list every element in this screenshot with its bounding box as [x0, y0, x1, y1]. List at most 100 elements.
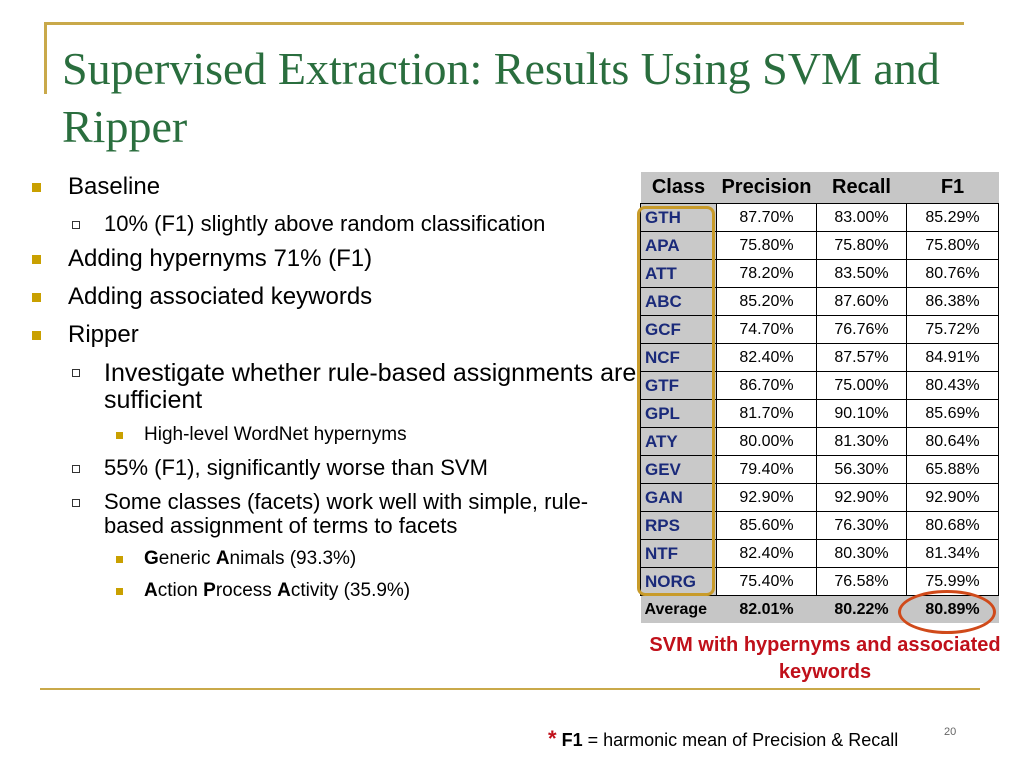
precision-cell: 79.40% — [716, 455, 817, 484]
bullet-level3: Generic Animals (93.3%) — [30, 548, 640, 570]
class-cell: NTF — [640, 539, 717, 568]
precision-cell: 75.40% — [716, 567, 817, 596]
bullet-text: Adding associated keywords — [68, 283, 373, 310]
f1-cell: 85.69% — [906, 399, 999, 428]
f1-cell: 85.29% — [906, 203, 999, 232]
table-row: GTF 86.70% 75.00% 80.43% — [640, 371, 999, 400]
bullet-text: A — [277, 580, 291, 601]
table-row: NTF 82.40% 80.30% 81.34% — [640, 539, 999, 568]
f1-cell: 81.34% — [906, 539, 999, 568]
precision-cell: 85.20% — [716, 287, 817, 316]
bullet-text: Investigate whether rule-based assignmen… — [104, 359, 637, 414]
f1-cell: 92.90% — [906, 483, 999, 512]
square-bullet-icon — [32, 293, 41, 302]
class-cell: APA — [640, 231, 717, 260]
table-row: GTH 87.70% 83.00% 85.29% — [640, 203, 999, 232]
header-precision: Precision — [716, 172, 817, 204]
header-f1: F1 — [906, 172, 999, 204]
average-f1-highlight-circle — [898, 590, 996, 634]
title-frame-vertical-line — [44, 22, 47, 94]
square-bullet-icon — [32, 183, 41, 192]
f1-cell: 86.38% — [906, 287, 999, 316]
table-caption: SVM with hypernyms and associated keywor… — [649, 634, 1001, 683]
f1-cell: 75.99% — [906, 567, 999, 596]
bullet-text: Adding hypernyms 71% (F1) — [68, 245, 373, 272]
class-cell: RPS — [640, 511, 717, 540]
bullet-level3: High-level WordNet hypernyms — [30, 424, 640, 446]
class-cell: NORG — [640, 567, 717, 596]
f1-cell: 80.68% — [906, 511, 999, 540]
precision-cell: 87.70% — [716, 203, 817, 232]
square-bullet-icon — [116, 432, 123, 439]
bullet-text: A — [144, 580, 158, 601]
average-precision: 82.01% — [716, 595, 817, 623]
footnote-text: = harmonic mean of Precision & Recall — [582, 730, 899, 750]
hollow-square-bullet-icon — [72, 369, 80, 377]
hollow-square-bullet-icon — [72, 465, 80, 473]
bullet-text: Some classes (facets) work well with sim… — [104, 489, 589, 538]
class-cell: GTF — [640, 371, 717, 400]
bullet-level2: Investigate whether rule-based assignmen… — [30, 360, 640, 414]
bullet-text: rocess — [215, 580, 278, 601]
recall-cell: 80.30% — [816, 539, 907, 568]
recall-cell: 87.57% — [816, 343, 907, 372]
bullet-level2: Some classes (facets) work well with sim… — [30, 490, 640, 538]
recall-cell: 76.30% — [816, 511, 907, 540]
f1-cell: 80.43% — [906, 371, 999, 400]
results-table: Class Precision Recall F1 GTH 87.70% 83.00… — [640, 172, 999, 623]
bullet-level1: Adding associated keywords — [30, 284, 640, 310]
recall-cell: 81.30% — [816, 427, 907, 456]
table-row: ATT 78.20% 83.50% 80.76% — [640, 259, 999, 288]
bullet-text: ctivity (35.9%) — [290, 580, 411, 601]
bullet-text: ction — [157, 580, 204, 601]
bullet-text: 55% (F1), significantly worse than SVM — [104, 455, 488, 480]
recall-cell: 90.10% — [816, 399, 907, 428]
f1-cell: 75.80% — [906, 231, 999, 260]
bullet-text: Baseline — [68, 173, 161, 200]
recall-cell: 83.50% — [816, 259, 907, 288]
square-bullet-icon — [32, 331, 41, 340]
recall-cell: 56.30% — [816, 455, 907, 484]
square-bullet-icon — [32, 255, 41, 264]
bullet-text: A — [215, 548, 230, 569]
precision-cell: 74.70% — [716, 315, 817, 344]
average-label: Average — [640, 595, 717, 623]
bullet-text: G — [144, 548, 159, 569]
recall-cell: 75.00% — [816, 371, 907, 400]
bullet-level1: Ripper — [30, 322, 640, 348]
class-column-highlight-box — [637, 206, 715, 596]
f1-cell: 75.72% — [906, 315, 999, 344]
square-bullet-icon — [116, 588, 123, 595]
precision-cell: 75.80% — [716, 231, 817, 260]
table-row: GAN 92.90% 92.90% 92.90% — [640, 483, 999, 512]
class-cell: GCF — [640, 315, 717, 344]
table-row: RPS 85.60% 76.30% 80.68% — [640, 511, 999, 540]
recall-cell: 76.76% — [816, 315, 907, 344]
title-frame-horizontal-line — [44, 22, 964, 25]
recall-cell: 75.80% — [816, 231, 907, 260]
bullet-level2: 10% (F1) slightly above random classific… — [30, 212, 640, 236]
f1-cell: 84.91% — [906, 343, 999, 372]
precision-cell: 85.60% — [716, 511, 817, 540]
class-cell: GPL — [640, 399, 717, 428]
precision-cell: 82.40% — [716, 343, 817, 372]
bullet-level2: 55% (F1), significantly worse than SVM — [30, 456, 640, 480]
table-row: GCF 74.70% 76.76% 75.72% — [640, 315, 999, 344]
square-bullet-icon — [116, 556, 123, 563]
hollow-square-bullet-icon — [72, 499, 80, 507]
table-row: APA 75.80% 75.80% 75.80% — [640, 231, 999, 260]
bullet-list: Baseline 10% (F1) slightly above random c… — [30, 174, 640, 612]
bullet-level1: Adding hypernyms 71% (F1) — [30, 246, 640, 272]
footnote-asterisk: * — [548, 726, 557, 751]
footnote-term: F1 — [561, 730, 583, 750]
f1-cell: 65.88% — [906, 455, 999, 484]
recall-cell: 92.90% — [816, 483, 907, 512]
bullet-text: nimals (93.3%) — [229, 548, 357, 569]
bullet-text: eneric — [158, 548, 216, 569]
f1-cell: 80.76% — [906, 259, 999, 288]
footnote: * F1 = harmonic mean of Precision & Reca… — [548, 726, 898, 752]
recall-cell: 83.00% — [816, 203, 907, 232]
bullet-level3: Action Process Activity (35.9%) — [30, 580, 640, 602]
bullet-level1: Baseline — [30, 174, 640, 200]
header-recall: Recall — [816, 172, 907, 204]
